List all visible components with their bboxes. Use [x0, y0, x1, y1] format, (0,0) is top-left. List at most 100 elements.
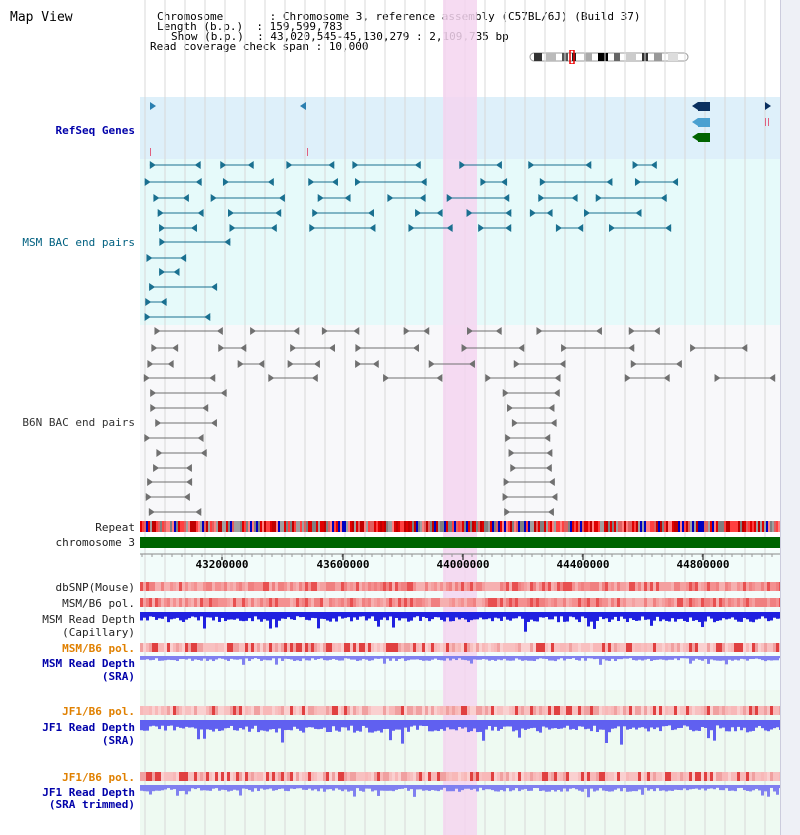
jf1-b6-pol-cell — [602, 706, 605, 715]
jf1-depth-trim-bar — [170, 785, 173, 790]
jf1-b6-pol-cell — [320, 772, 323, 781]
dbsnp-cell — [269, 582, 272, 591]
msm-b6-pol-cell — [194, 598, 197, 607]
track-label-jf1-depth-sra-1[interactable]: JF1 Read Depth — [42, 721, 135, 734]
repeat-segment — [314, 521, 316, 532]
dbsnp-cell — [551, 582, 554, 591]
repeat-segment — [626, 521, 628, 532]
jf1-depth-sra-bar — [221, 720, 224, 731]
dbsnp-cell — [293, 582, 296, 591]
track-label-msm-depth-cap-1[interactable]: MSM Read Depth — [42, 613, 135, 626]
jf1-depth-trim-bar — [662, 785, 665, 791]
jf1-b6-pol-cell — [641, 772, 644, 781]
msm-b6-pol-cell — [611, 598, 614, 607]
track-label-msm-bac[interactable]: MSM BAC end pairs — [22, 236, 135, 249]
length-line: Length (b.p.) : 159,599,783 — [157, 21, 342, 32]
repeat-segment — [690, 521, 692, 532]
msm-b6-pol-cell — [365, 598, 368, 607]
track-label-refseq[interactable]: RefSeq Genes — [55, 124, 135, 137]
jf1-depth-sra-bar — [536, 720, 539, 732]
vertical-scrollbar[interactable] — [780, 0, 800, 835]
msm-b6-pol-cell — [236, 598, 239, 607]
dbsnp-cell — [779, 582, 780, 591]
track-label-jf1-b6-pol-2[interactable]: JF1/B6 pol. — [62, 771, 135, 784]
repeat-segment — [308, 521, 310, 532]
jf1-depth-trim-bar — [599, 785, 602, 789]
msm-b6-pol-cell — [230, 598, 233, 607]
jf1-b6-pol-cell — [668, 772, 671, 781]
jf1-b6-pol-cell — [629, 772, 632, 781]
track-label-msm-b6-pol-1[interactable]: MSM/B6 pol. — [62, 597, 135, 610]
msm-depth-sra-bar — [419, 656, 422, 661]
jf1-b6-pol-cell — [386, 772, 389, 781]
msm-depth-sra-bar — [470, 656, 473, 664]
msm-bac-pair-start — [387, 194, 394, 202]
msm-b6-pol-cell — [464, 598, 467, 607]
genome-viewer[interactable]: 43200000 43600000 44000000 44400000 44800000 — [140, 0, 780, 835]
msm-depth-sra-bar — [389, 656, 392, 661]
track-label-dbsnp[interactable]: dbSNP(Mouse) — [55, 581, 135, 594]
jf1-b6-pol-cell — [488, 772, 491, 781]
msm-depth-sra-bar — [449, 656, 452, 661]
jf1-b6-pol-cell — [170, 772, 173, 781]
msm-bac-pair-start — [144, 313, 151, 321]
msm-b6-pol-cell — [236, 643, 239, 652]
msm-depth-sra-bar — [260, 656, 263, 661]
msm-depth-sra-bar — [482, 656, 485, 660]
track-label-repeat[interactable]: Repeat — [95, 521, 135, 534]
track-label-msm-b6-pol-2[interactable]: MSM/B6 pol. — [62, 642, 135, 655]
jf1-b6-pol-cell — [332, 706, 335, 715]
msm-depth-sra-bar — [452, 656, 455, 659]
msm-depth-cap-bar — [731, 612, 734, 618]
msm-b6-pol-cell — [287, 598, 290, 607]
b6n-bac-pair-start — [287, 360, 294, 368]
repeat-segment — [210, 521, 212, 532]
jf1-b6-pol-cell — [173, 706, 176, 715]
msm-b6-pol-cell — [251, 643, 254, 652]
jf1-b6-pol-cell — [563, 706, 566, 715]
track-label-jf1-depth-trim-1[interactable]: JF1 Read Depth — [42, 786, 135, 799]
repeat-segment — [194, 521, 196, 532]
msm-depth-sra-bar — [551, 656, 554, 661]
dbsnp-cell — [287, 582, 290, 591]
msm-depth-sra-bar — [299, 656, 302, 662]
repeat-segment — [580, 521, 582, 532]
jf1-depth-trim-bar — [638, 785, 641, 790]
jf1-depth-trim-bar — [728, 785, 731, 791]
msm-depth-sra-bar — [425, 656, 428, 661]
msm-depth-cap-bar — [542, 612, 545, 618]
repeat-segment — [264, 521, 266, 532]
jf1-depth-sra-bar — [389, 720, 392, 741]
msm-b6-pol-cell — [737, 598, 740, 607]
msm-b6-pol-cell — [470, 598, 473, 607]
msm-b6-pol-cell — [479, 598, 482, 607]
msm-b6-pol-cell — [149, 643, 152, 652]
msm-b6-pol-cell — [527, 643, 530, 652]
msm-b6-pol-cell — [593, 643, 596, 652]
track-label-msm-depth-sra-1[interactable]: MSM Read Depth — [42, 657, 135, 670]
b6n-bac-pair-end — [545, 464, 552, 472]
msm-depth-sra-bar — [653, 656, 656, 661]
jf1-b6-pol-cell — [347, 772, 350, 781]
jf1-depth-trim-bar — [443, 785, 446, 788]
msm-depth-sra-bar — [494, 656, 497, 661]
repeat-segment — [386, 521, 388, 532]
track-label-chromosome[interactable]: chromosome 3 — [55, 536, 135, 549]
msm-b6-pol-cell — [548, 643, 551, 652]
repeat-segment — [336, 521, 338, 532]
msm-b6-pol-cell — [266, 643, 269, 652]
jf1-b6-pol-cell — [326, 706, 329, 715]
msm-depth-cap-bar — [254, 612, 257, 617]
msm-depth-sra-bar — [665, 656, 668, 661]
jf1-depth-sra-bar — [539, 720, 542, 733]
msm-depth-cap-bar — [158, 612, 161, 619]
b6n-bac-pair-end — [372, 360, 379, 368]
jf1-depth-trim-bar — [530, 785, 533, 791]
msm-b6-pol-cell — [308, 643, 311, 652]
msm-depth-sra-bar — [608, 656, 611, 661]
msm-depth-sra-bar — [161, 656, 164, 661]
track-label-b6n-bac[interactable]: B6N BAC end pairs — [22, 416, 135, 429]
msm-depth-cap-bar — [779, 612, 780, 619]
msm-b6-pol-cell — [473, 643, 476, 652]
track-label-jf1-b6-pol-1[interactable]: JF1/B6 pol. — [62, 705, 135, 718]
